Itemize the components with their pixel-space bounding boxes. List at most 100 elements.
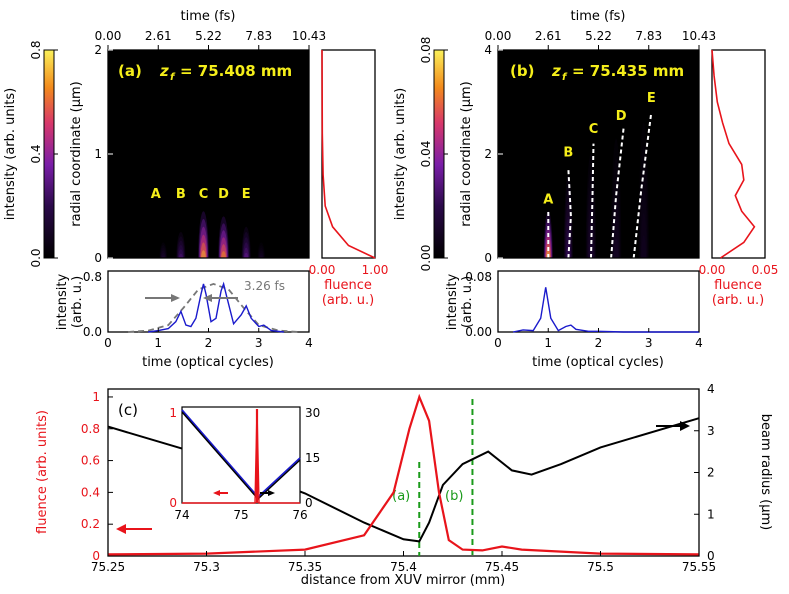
top-tick-label: 7.83 [635,29,662,43]
x-tick-label: 75.3 [193,560,220,574]
side-xlabel-b-1: fluence [714,278,762,293]
inset-x-tick-label: 75 [233,508,248,522]
colorbar-tick-label: 0.4 [29,144,43,163]
panel-a: time (fs) 0.00 2.61 5.22 7.83 10.43 (a) z f … [3,9,388,370]
pulse-b [512,287,699,333]
heat-spot [221,251,226,258]
lineout-b [497,270,700,333]
top-axis-label-a: time (fs) [181,9,236,24]
peak-label: B [176,187,186,202]
lineout-x-tick-label: 1 [544,336,552,350]
lineout-xlabel-a: time (optical cycles) [142,355,274,370]
colorbar-label-b: intensity (arb. units) [393,88,408,220]
title-sub-b: f [562,72,568,83]
lineout-x-tick-label: 3 [255,336,263,350]
heat-spot [178,253,183,258]
lineout-x-tick-label: 0 [104,336,112,350]
inset-curves [181,408,301,504]
y2-tick-label: 0 [707,549,715,563]
top-tick-label: 0.00 [485,29,512,43]
y-tick-label: 2 [484,147,492,161]
y-tick-label: 0.8 [81,422,100,436]
y-tick-label: 1 [92,390,100,404]
y-tick-label: 0 [92,549,100,563]
y2-tick-label: 2 [707,466,715,480]
panel-c: (c) (a) (b) 75.25 75.3 75.35 75.4 75.45 75.5 75… [35,382,773,588]
peak-label: D [218,187,229,202]
side-xlabel-a-2: (arb. u.) [322,293,374,308]
lineout-y-tick-label: 0.0 [83,325,102,339]
top-tick-label: 2.61 [145,29,172,43]
colorbar-tick-label: 0.00 [419,245,433,272]
y2-tick-label: 1 [707,507,715,521]
lineout-x-tick-label: 1 [154,336,162,350]
lineout-y-tick-label: 0.00 [465,325,492,339]
colorbar-ticks-a: 0.0 0.4 0.8 [29,40,58,268]
heat-spot [201,250,206,258]
y-tick-label: 4 [484,43,492,57]
panel-label-a: (a) [118,62,142,80]
marker-label: (b) [445,489,463,504]
x-tick-label: 75.55 [682,560,716,574]
heatmap-a-bg [108,50,309,258]
x-tick-label: 75.45 [485,560,519,574]
fwhm-arrows-a [145,294,238,302]
side-ticks-a: 0.00 1.00 [309,263,389,277]
peak-label: B [563,146,573,161]
top-axis-label-b: time (fs) [571,9,626,24]
lineout-ylabel-a-1: intensity [55,274,70,331]
heat-spot [641,235,647,258]
peak-labels-b: A B C D E [543,91,655,207]
lineout-ylabel-b-2: (arb. u.) [460,276,475,328]
y-tick-label: 0 [94,251,102,265]
ylabel-c: fluence (arb. units) [35,410,50,534]
x-tick-label: 75.25 [91,560,125,574]
top-ticks-a: 0.00 2.61 5.22 7.83 10.43 [95,29,326,50]
y2label-c: beam radius (μm) [758,414,773,530]
right-axis-arrow [656,421,690,431]
ylabel-b: radial coordinate (μm) [459,81,474,226]
lineout-xlabel-b: time (optical cycles) [532,355,664,370]
peak-label: A [151,187,161,202]
x-tick-label: 75.4 [390,560,417,574]
side-xlabel-b-2: (arb. u.) [712,293,764,308]
x-tick-label: 75.5 [587,560,614,574]
peak-label: E [647,91,656,106]
lineout-ylabel-b-1: intensity [445,274,460,331]
lineout-ticks-b: 0 1 2 3 4 0.00 0.08 [465,270,703,350]
lineout-x-tick-label: 2 [205,336,213,350]
top-tick-label: 7.83 [245,29,272,43]
side-curve-a [321,49,376,259]
peak-label: C [589,122,599,137]
yticks-b: 0 2 4 [484,43,503,265]
lineout-x-tick-label: 4 [305,336,313,350]
colorbar-ticks-b: 0.00 0.04 0.08 [419,37,448,272]
y2-tick-label: 4 [707,382,715,396]
y-tick-label: 0.2 [81,517,100,531]
markers-c: (a) (b) [392,399,474,556]
left-axis-arrow [116,524,152,534]
inset-y-tick-label: 1 [169,406,177,420]
top-tick-label: 10.43 [292,29,326,43]
title-prefix-a: z [159,62,169,80]
lineout-x-tick-label: 2 [595,336,603,350]
side-plot-b [711,49,766,259]
peak-label: D [616,109,627,124]
heatmap-a [159,211,266,258]
side-tick-label: 0.00 [699,263,726,277]
colorbar-b [433,49,445,259]
top-tick-label: 5.22 [585,29,612,43]
dashed-track [567,169,572,258]
y-tick-label: 0.6 [81,454,100,468]
heatmap-b [543,122,649,258]
pulse-a [148,281,284,333]
colorbar-a [43,49,55,259]
ticks-c: 75.25 75.3 75.35 75.4 75.45 75.5 75.5500.20.40… [81,382,716,574]
y-tick-label: 2 [94,43,102,57]
heat-spot [244,252,249,258]
lineout-x-tick-label: 0 [494,336,502,350]
dashed-tracks-b [547,112,653,258]
y-tick-label: 1 [94,147,102,161]
colorbar-tick-label: 0.8 [29,40,43,59]
